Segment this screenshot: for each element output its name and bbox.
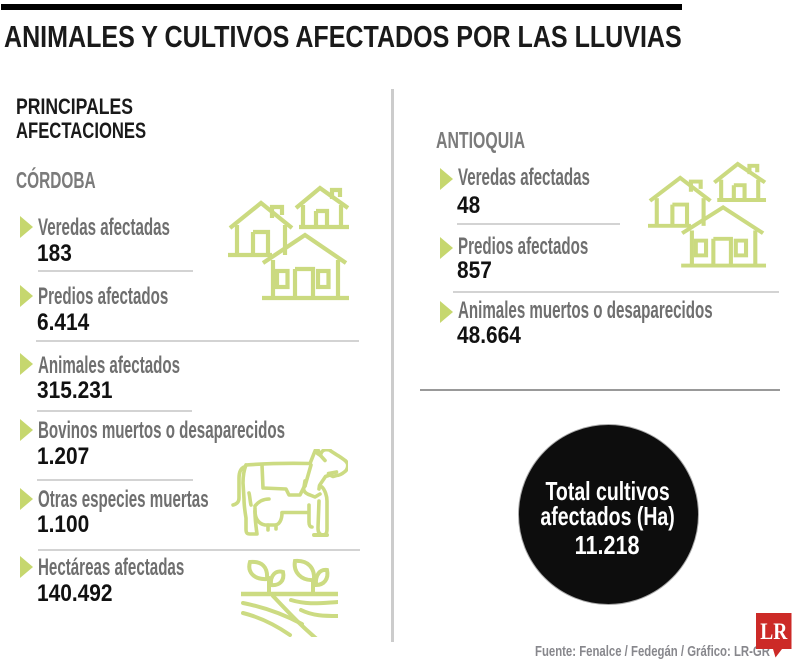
svg-text:LR: LR xyxy=(760,619,787,644)
